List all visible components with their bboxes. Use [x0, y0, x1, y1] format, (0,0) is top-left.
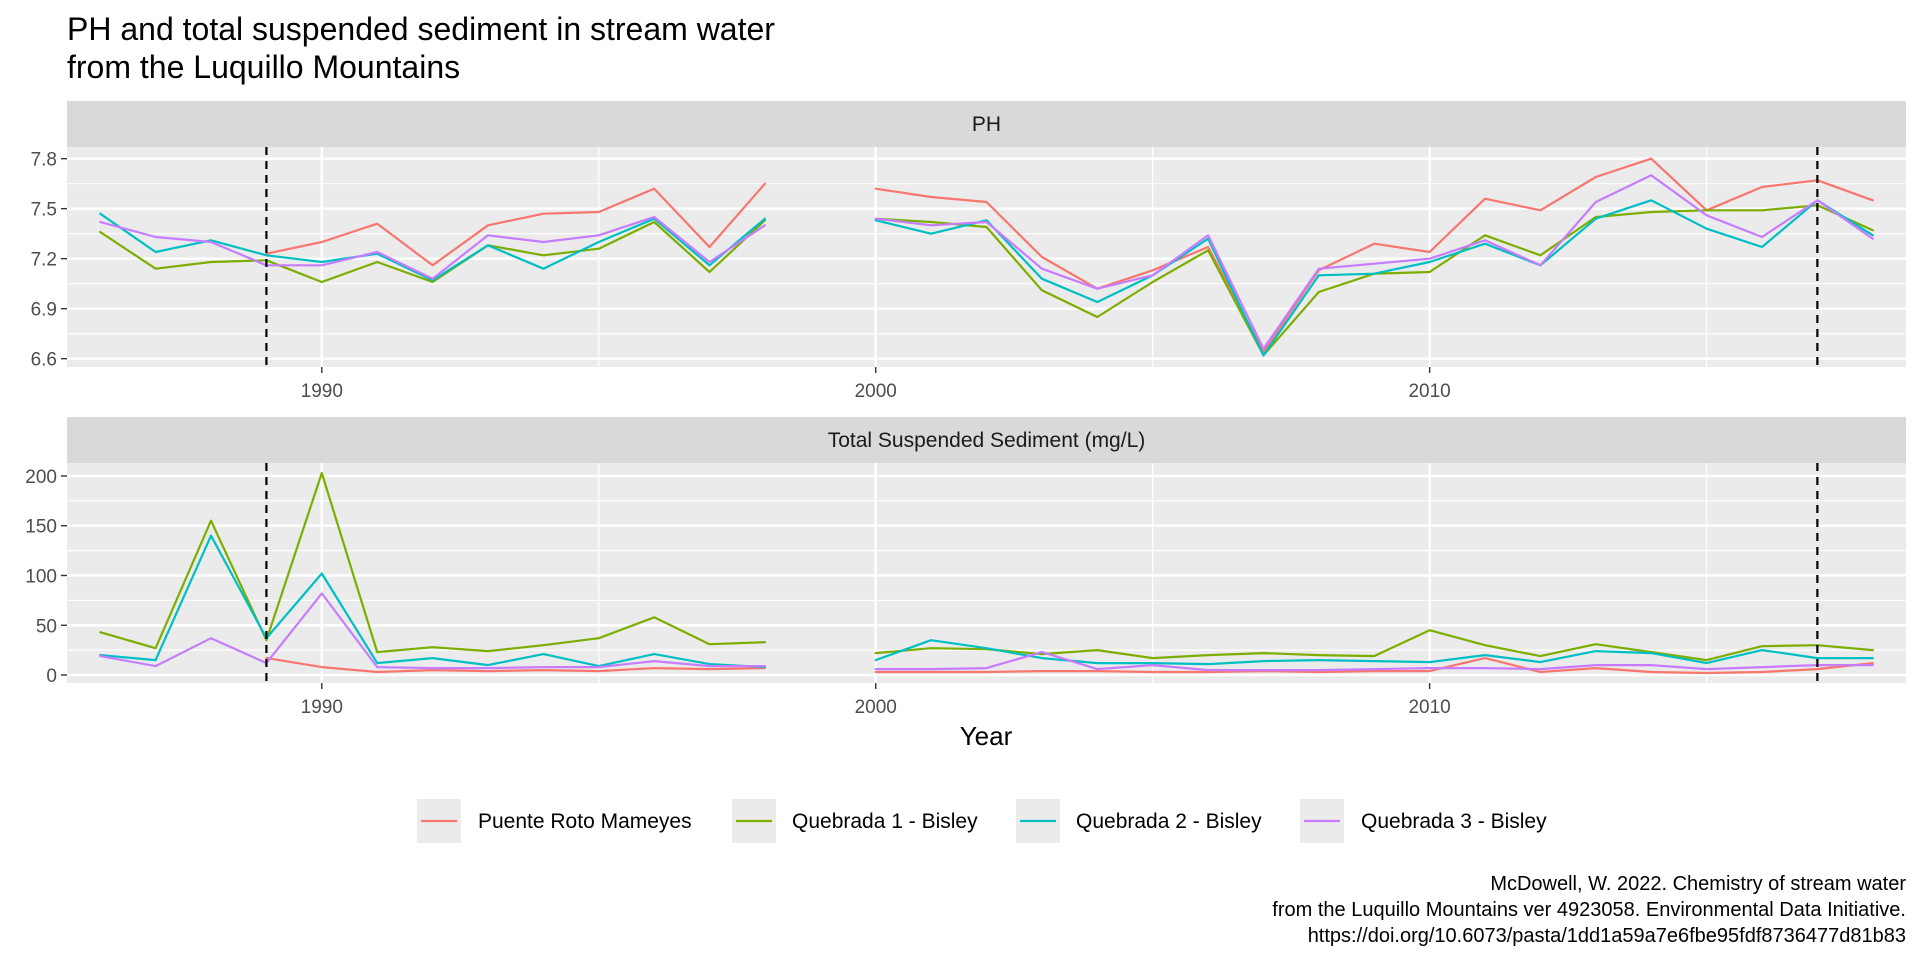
legend-label: Quebrada 2 - Bisley [1076, 810, 1262, 833]
y-tick-label: 200 [25, 467, 57, 488]
chart-title-line-2: from the Luquillo Mountains [67, 49, 460, 85]
x-tick-label: 2010 [1408, 381, 1450, 402]
y-tick-label: 7.2 [31, 250, 57, 271]
y-tick-label: 7.5 [31, 200, 57, 221]
chart-title-line-1: PH and total suspended sediment in strea… [67, 11, 775, 47]
y-tick-label: 50 [36, 616, 57, 637]
series-line-puente-roto-mameyes [265, 182, 767, 267]
panel-ph: PH 6.6 6.9 7.2 7.5 7.8 1990 2000 2010 [31, 101, 1906, 402]
strip-label: Total Suspended Sediment (mg/L) [828, 429, 1146, 452]
x-axis-label: Year [960, 721, 1013, 751]
series-line-quebrada-2-bisley [874, 639, 1874, 666]
caption-line-1: McDowell, W. 2022. Chemistry of stream w… [1490, 873, 1906, 895]
x-tick-label: 2010 [1408, 697, 1450, 718]
strip-background [67, 101, 1906, 147]
x-tick-label: 1990 [301, 381, 343, 402]
series-line-quebrada-2-bisley [874, 199, 1874, 357]
series-line-quebrada-1-bisley [99, 471, 767, 654]
series-line-quebrada-2-bisley [99, 534, 767, 669]
x-tick-label: 2000 [855, 697, 897, 718]
series-line-quebrada-3-bisley [874, 650, 1874, 672]
y-tick-label: 150 [25, 517, 57, 538]
series-line-quebrada-1-bisley [99, 219, 767, 284]
series-line-quebrada-3-bisley [99, 592, 767, 670]
panel-total-suspended-sediment-mg-l: Total Suspended Sediment (mg/L) 0 50 100 150… [25, 417, 1906, 718]
y-tick-label: 0 [46, 666, 57, 687]
plot-background [67, 463, 1906, 683]
x-tick-label: 2000 [855, 381, 897, 402]
caption-line-3: https://doi.org/10.6073/pasta/1dd1a59a7e… [1308, 925, 1906, 947]
legend-label: Puente Roto Mameyes [478, 810, 692, 833]
legend: Puente Roto Mameyes Quebrada 1 - Bisley Qu… [417, 799, 1547, 843]
y-tick-label: 7.8 [31, 150, 57, 171]
y-tick-label: 100 [25, 566, 57, 587]
legend-label: Quebrada 1 - Bisley [792, 810, 978, 833]
y-tick-label: 6.6 [31, 350, 57, 371]
series-line-quebrada-2-bisley [99, 212, 767, 282]
strip-label: PH [972, 113, 1001, 136]
series-line-puente-roto-mameyes [874, 656, 1874, 675]
series-line-puente-roto-mameyes [265, 656, 767, 674]
legend-label: Quebrada 3 - Bisley [1361, 810, 1547, 833]
y-tick-label: 6.9 [31, 300, 57, 321]
strip-background [67, 417, 1906, 463]
series-line-quebrada-3-bisley [874, 174, 1874, 350]
caption-line-2: from the Luquillo Mountains ver 4923058.… [1272, 899, 1906, 921]
series-line-quebrada-3-bisley [99, 215, 767, 280]
series-line-quebrada-1-bisley [874, 629, 1874, 662]
x-tick-label: 1990 [301, 697, 343, 718]
